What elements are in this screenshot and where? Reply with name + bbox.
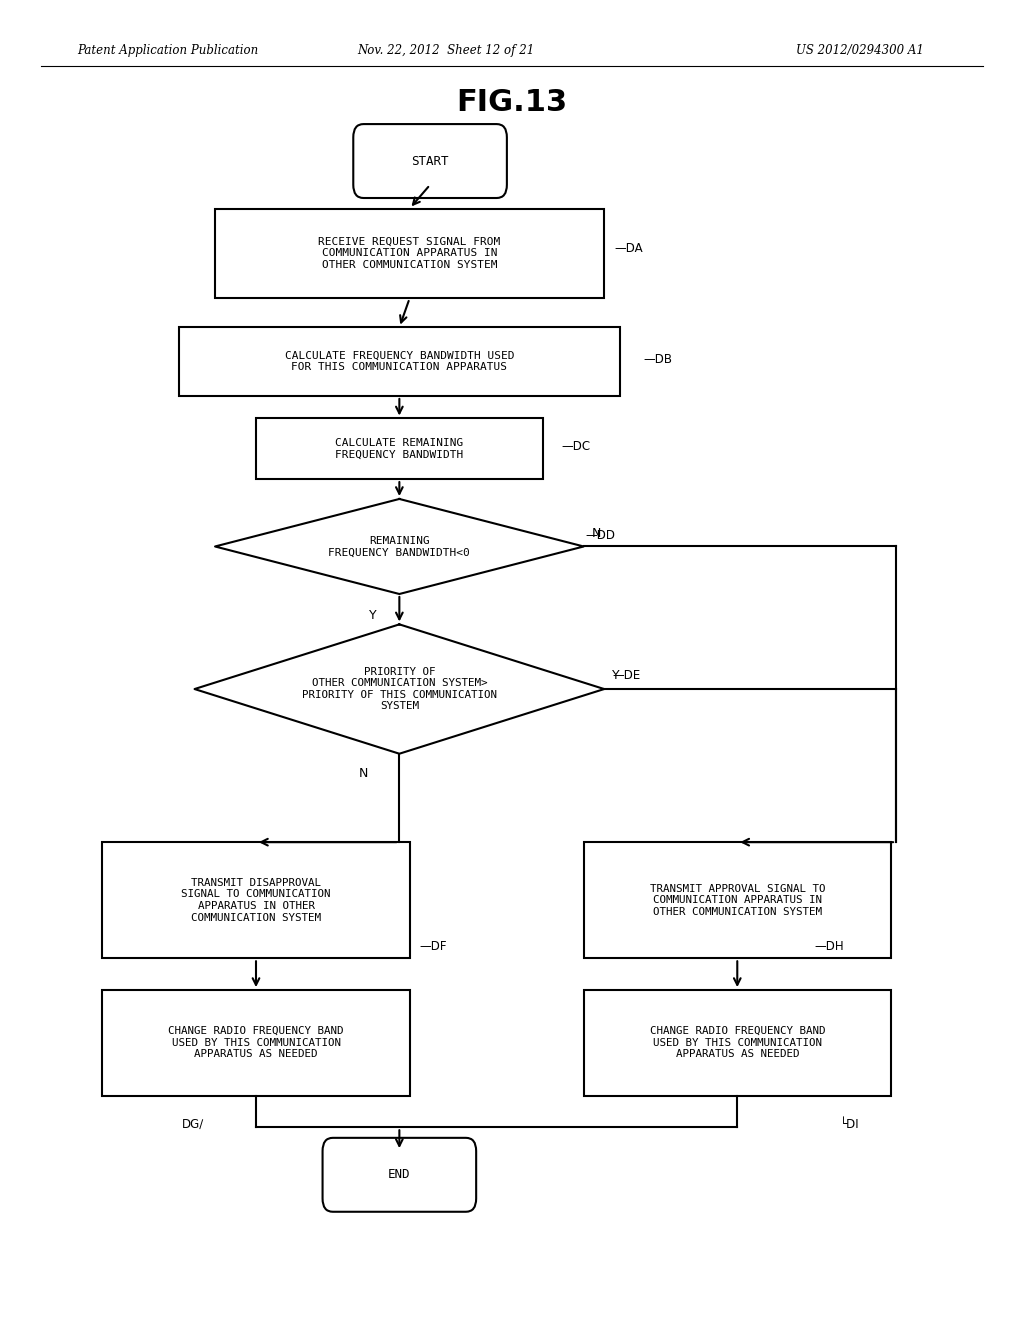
Text: REMAINING
FREQUENCY BANDWIDTH<0: REMAINING FREQUENCY BANDWIDTH<0 — [329, 536, 470, 557]
Text: RECEIVE REQUEST SIGNAL FROM
COMMUNICATION APPARATUS IN
OTHER COMMUNICATION SYSTE: RECEIVE REQUEST SIGNAL FROM COMMUNICATIO… — [318, 236, 501, 271]
Text: —DH: —DH — [814, 940, 844, 953]
Text: └DI: └DI — [840, 1118, 859, 1131]
Text: Patent Application Publication: Patent Application Publication — [77, 44, 258, 57]
Text: —DB: —DB — [643, 352, 672, 366]
Text: FIG.13: FIG.13 — [457, 88, 567, 117]
Text: —DA: —DA — [614, 242, 643, 255]
Bar — [179, 327, 620, 396]
Text: N: N — [592, 527, 601, 540]
Text: CALCULATE FREQUENCY BANDWIDTH USED
FOR THIS COMMUNICATION APPARATUS: CALCULATE FREQUENCY BANDWIDTH USED FOR T… — [285, 351, 514, 372]
Text: END: END — [388, 1168, 411, 1181]
Text: —DF: —DF — [420, 940, 447, 953]
Polygon shape — [195, 624, 604, 754]
Text: —DC: —DC — [561, 440, 590, 453]
Text: CHANGE RADIO FREQUENCY BAND
USED BY THIS COMMUNICATION
APPARATUS AS NEEDED: CHANGE RADIO FREQUENCY BAND USED BY THIS… — [649, 1026, 825, 1060]
Text: TRANSMIT DISAPPROVAL
SIGNAL TO COMMUNICATION
APPARATUS IN OTHER
COMMUNICATION SY: TRANSMIT DISAPPROVAL SIGNAL TO COMMUNICA… — [181, 878, 331, 923]
FancyBboxPatch shape — [353, 124, 507, 198]
Text: N: N — [358, 767, 368, 780]
Bar — [102, 842, 410, 958]
Bar — [584, 842, 891, 958]
Text: CHANGE RADIO FREQUENCY BAND
USED BY THIS COMMUNICATION
APPARATUS AS NEEDED: CHANGE RADIO FREQUENCY BAND USED BY THIS… — [168, 1026, 344, 1060]
Text: START: START — [412, 154, 449, 168]
Polygon shape — [215, 499, 584, 594]
Text: —DD: —DD — [586, 529, 615, 543]
FancyBboxPatch shape — [323, 1138, 476, 1212]
Text: Y: Y — [369, 609, 376, 622]
Text: US 2012/0294300 A1: US 2012/0294300 A1 — [797, 44, 924, 57]
Text: Y: Y — [612, 669, 620, 682]
Text: —DE: —DE — [612, 669, 641, 682]
Bar — [584, 990, 891, 1096]
Text: TRANSMIT APPROVAL SIGNAL TO
COMMUNICATION APPARATUS IN
OTHER COMMUNICATION SYSTE: TRANSMIT APPROVAL SIGNAL TO COMMUNICATIO… — [649, 883, 825, 917]
Bar — [102, 990, 410, 1096]
Bar — [215, 209, 604, 298]
Text: Nov. 22, 2012  Sheet 12 of 21: Nov. 22, 2012 Sheet 12 of 21 — [356, 44, 535, 57]
Text: DG∕: DG∕ — [182, 1118, 205, 1131]
Text: PRIORITY OF
OTHER COMMUNICATION SYSTEM>
PRIORITY OF THIS COMMUNICATION
SYSTEM: PRIORITY OF OTHER COMMUNICATION SYSTEM> … — [302, 667, 497, 711]
Bar — [256, 418, 543, 479]
Text: CALCULATE REMAINING
FREQUENCY BANDWIDTH: CALCULATE REMAINING FREQUENCY BANDWIDTH — [335, 438, 464, 459]
